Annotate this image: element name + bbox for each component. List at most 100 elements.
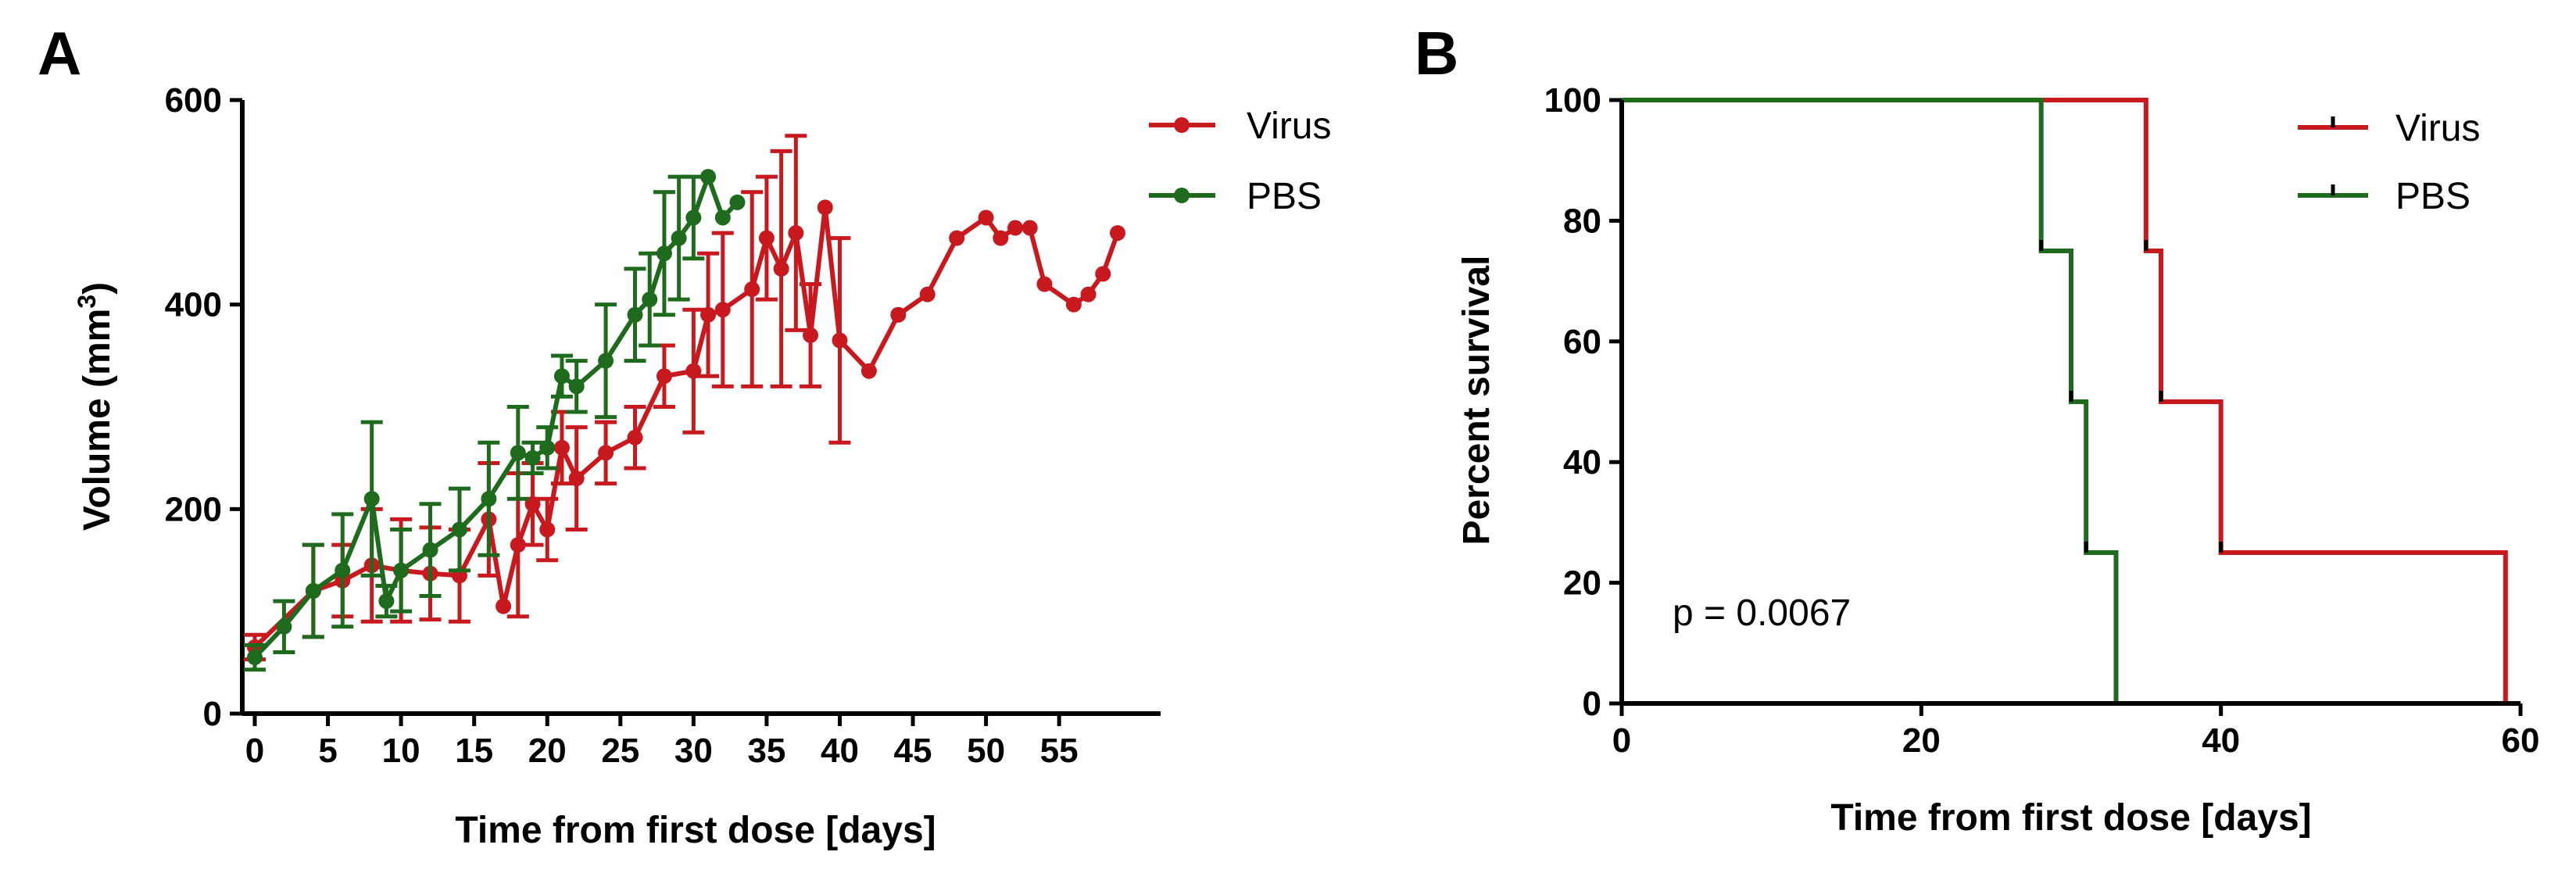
panel-a-virus-line: [252, 205, 1120, 650]
panel-b-x-tick-label: 40: [2202, 721, 2240, 760]
panel-a-pbs-point: [598, 353, 614, 369]
panel-a-pbs-point: [510, 445, 526, 461]
panel-a-virus-point: [1007, 220, 1024, 236]
panel-a-chart: 0 5 10 15 20 25 30 35 40 45 50 55 0 200 400 600 Time fr…: [73, 81, 1332, 851]
panel-a-pbs-point: [393, 562, 410, 578]
panel-a-virus-point: [1065, 296, 1082, 313]
panel-a-x-tick-label: 45: [894, 732, 932, 770]
panel-b-chart: 0 20 40 60 0 20 40 60 80 100 p = 0.0067 Time from…: [1456, 81, 2539, 839]
panel-a-x-tick-label: 55: [1040, 732, 1079, 770]
panel-a-pbs-point: [553, 368, 570, 385]
panel-b-x-tick-label: 60: [2502, 721, 2540, 760]
panel-a-x-tick-label: 20: [528, 732, 567, 770]
panel-a-pbs-point: [685, 209, 702, 226]
panel-a-virus-point: [685, 363, 702, 379]
panel-a-x-axis-title: Time from first dose [days]: [455, 810, 936, 851]
panel-a-virus-point: [949, 230, 965, 246]
panel-a-virus-point: [993, 230, 1009, 246]
panel-a-virus-point: [627, 429, 643, 446]
panel-a-x-tick-label: 35: [747, 732, 785, 770]
panel-b-y-tick-label: 0: [1583, 685, 1601, 723]
panel-a-x-tick-label: 10: [382, 732, 420, 770]
panel-a-pbs-point: [729, 194, 746, 210]
panel-a-pbs-point: [422, 542, 438, 558]
panel-a-pbs-point: [247, 650, 263, 666]
panel-b-x-axis-title: Time from first dose [days]: [1830, 797, 2311, 839]
panel-a-virus-point: [714, 302, 731, 318]
panel-a-y-axis-title: Volume (mm3): [73, 282, 118, 531]
panel-a-pbs-point: [642, 292, 658, 308]
panel-a-virus-point: [1095, 266, 1111, 282]
panel-a-legend-pbs-label: PBS: [1247, 176, 1322, 217]
panel-a-pbs-point: [700, 169, 717, 185]
panel-a-virus-point: [700, 306, 717, 323]
panel-b-letter: B: [1415, 19, 1458, 88]
panel-a-virus-point: [656, 368, 672, 385]
panel-a-virus-point: [860, 363, 877, 379]
panel-a-pbs-point: [539, 439, 556, 456]
panel-a-virus-point: [1036, 276, 1053, 292]
panel-a-legend: Virus PBS: [1149, 106, 1332, 217]
panel-b-p-value: p = 0.0067: [1673, 592, 1851, 634]
panel-a-x-tick-label: 25: [601, 732, 639, 770]
panel-a-virus-point: [832, 332, 848, 349]
panel-a-pbs-point: [671, 230, 687, 246]
panel-b-y-axis-title: Percent survival: [1456, 256, 1497, 546]
panel-a-legend-virus-label: Virus: [1247, 106, 1332, 147]
panel-b-legend-pbs-label: PBS: [2395, 176, 2470, 217]
panel-a-pbs-point: [481, 491, 497, 507]
panel-a-virus-point: [1110, 225, 1125, 242]
panel-a-virus-point: [496, 598, 512, 614]
panel-a-virus-point: [919, 286, 936, 302]
panel-a-pbs-point: [524, 449, 541, 466]
panel-a-virus-point: [773, 260, 789, 277]
panel-a-virus-point: [598, 445, 614, 461]
panel-a-x-tick-label: 50: [967, 732, 1005, 770]
panel-b-x-tick-label: 20: [1902, 721, 1941, 760]
panel-a-virus-point: [758, 230, 775, 246]
panel-a-x-tick-label: 0: [245, 732, 264, 770]
panel-a-x-tick-label: 5: [318, 732, 337, 770]
panel-b-y-tick-label: 100: [1544, 81, 1601, 120]
panel-a-pbs-point: [568, 378, 585, 395]
panel-a-legend-virus-marker: [1174, 117, 1190, 133]
panel-a-virus-point: [788, 225, 804, 242]
panel-b-y-tick-label: 60: [1563, 323, 1601, 361]
panel-a-pbs-point: [335, 562, 351, 578]
panel-a-pbs-point: [451, 521, 467, 538]
panel-a-virus-point: [978, 209, 994, 226]
panel-a-virus-point: [1021, 220, 1038, 236]
panel-a-pbs-point: [305, 583, 321, 599]
panel-b-legend-virus-label: Virus: [2395, 108, 2481, 149]
panel-a-pbs-point: [656, 245, 672, 262]
panel-a-y-tick-label: 0: [203, 695, 222, 733]
panel-a-virus-point: [744, 281, 760, 298]
panel-a-x-tick-label: 40: [821, 732, 859, 770]
panel-a-legend-pbs-marker: [1174, 188, 1190, 203]
panel-a-pbs-point: [378, 593, 395, 610]
panel-b-y-tick-label: 20: [1563, 564, 1601, 603]
panel-a-virus-point: [817, 199, 833, 216]
panel-b-y-tick-label: 40: [1563, 443, 1601, 481]
panel-a-pbs-point: [363, 491, 380, 507]
panel-a-pbs-point: [276, 618, 292, 635]
panel-a-virus-point: [553, 439, 570, 456]
panel-b-y-tick-label: 80: [1563, 202, 1601, 240]
panel-a-virus-point: [510, 537, 526, 553]
panel-a-x-tick-label: 15: [455, 732, 493, 770]
panel-a-letter: A: [38, 19, 81, 88]
panel-a-virus-point: [803, 327, 819, 343]
panel-a-y-tick-label: 400: [165, 286, 222, 324]
panel-a-virus-point: [890, 306, 907, 323]
panel-a-virus-point: [1080, 286, 1097, 302]
panel-a-x-tick-label: 30: [674, 732, 713, 770]
panel-a-pbs-point: [627, 306, 643, 323]
panel-a-pbs-point: [714, 209, 731, 226]
panel-a-y-tick-label: 200: [165, 490, 222, 528]
panel-b-legend: Virus PBS: [2298, 108, 2481, 217]
panel-a-virus-point: [539, 521, 556, 538]
panel-b-x-tick-label: 0: [1612, 721, 1631, 760]
panel-a-virus-point: [568, 471, 585, 487]
panel-a-y-tick-label: 600: [165, 81, 222, 120]
